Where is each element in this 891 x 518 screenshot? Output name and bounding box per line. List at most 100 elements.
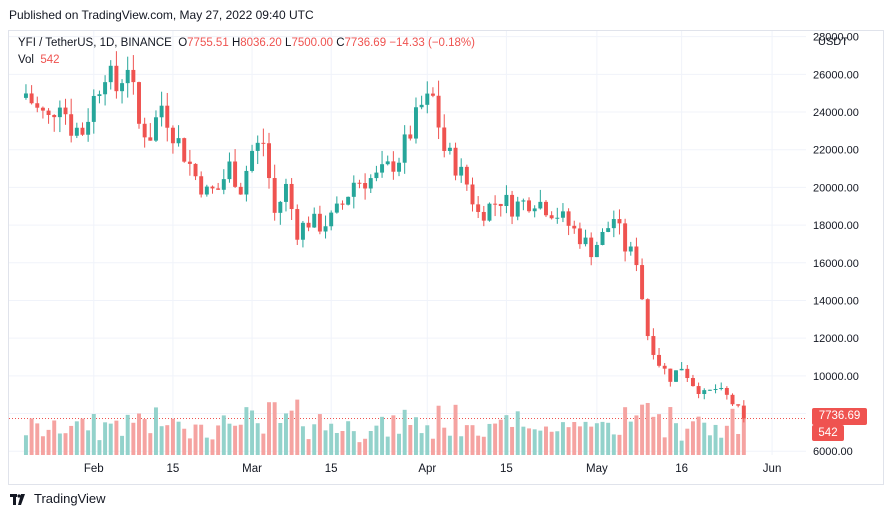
volume-bar: [40, 436, 45, 455]
volume-bar: [289, 410, 294, 455]
volume-bar: [170, 418, 175, 455]
volume-bar: [261, 433, 266, 455]
candle-body: [589, 237, 594, 258]
candle-body: [272, 178, 277, 213]
footer-brand[interactable]: TradingView: [10, 491, 106, 506]
volume-bar: [267, 402, 271, 455]
candle-body: [114, 65, 119, 92]
y-tick-label: 12000.00: [813, 333, 859, 345]
candle-body: [594, 244, 599, 258]
chart-frame: [8, 30, 884, 485]
legend-row-ohlc: YFI / TetherUS, 1D, BINANCE O7755.51 H80…: [18, 35, 475, 52]
volume-bar: [532, 429, 537, 455]
x-tick-label: Mar: [242, 463, 262, 475]
volume-bar: [724, 425, 729, 455]
volume-bar: [97, 440, 102, 455]
candle-body: [628, 246, 633, 252]
symbol-label[interactable]: YFI / TetherUS, 1D, BINANCE: [18, 37, 172, 49]
x-tick-label: Jun: [763, 463, 782, 475]
candle-body: [662, 365, 667, 369]
volume-bar: [685, 428, 690, 455]
volume-bar: [408, 425, 413, 455]
candle-layer: [23, 51, 746, 423]
candle-body: [306, 222, 311, 228]
volume-bar: [707, 435, 712, 455]
volume-bar: [91, 413, 96, 455]
x-tick-label: 15: [500, 463, 513, 475]
volume-bar: [283, 413, 288, 455]
candle-body: [634, 246, 639, 266]
candle-body: [430, 93, 435, 96]
last-price-tag: 7736.69: [812, 408, 867, 425]
volume-bar: [300, 426, 305, 455]
published-header: Published on TradingView.com, May 27, 20…: [9, 8, 314, 22]
volume-bar: [86, 430, 91, 455]
y-tick-label: 28000.00: [813, 32, 859, 44]
candle-body: [46, 110, 51, 115]
candle-body: [125, 69, 130, 84]
candle-body: [351, 182, 356, 197]
candle-body: [657, 354, 662, 366]
candle-body: [397, 162, 401, 172]
volume-bar: [594, 423, 599, 455]
volume-bar: [566, 427, 571, 455]
volume-value: 542: [40, 54, 60, 66]
volume-bar: [544, 426, 548, 455]
grid-layer: [9, 31, 806, 455]
volume-bar: [611, 434, 616, 455]
candle-body: [108, 65, 113, 83]
volume-bar: [131, 422, 136, 455]
candle-body: [250, 150, 255, 171]
volume-bar: [719, 437, 724, 455]
y-tick-label: 6000.00: [813, 446, 853, 458]
volume-bar: [29, 418, 34, 455]
candle-body: [40, 107, 45, 111]
candle-body: [57, 107, 62, 118]
candle-body: [679, 368, 684, 371]
volume-bar: [153, 407, 158, 455]
volume-bar: [419, 433, 424, 455]
candle-body: [464, 166, 469, 185]
candle-body: [453, 147, 458, 176]
volume-bar: [255, 423, 260, 455]
volume-bar: [645, 402, 650, 455]
volume-bar: [736, 433, 741, 455]
volume-bar: [63, 433, 68, 455]
volume-bar: [606, 422, 611, 455]
candle-body: [408, 134, 413, 139]
volume-bar: [617, 434, 622, 455]
volume-bar: [334, 432, 339, 455]
volume-bar: [108, 423, 113, 455]
candle-body: [600, 231, 605, 245]
candle-body: [52, 114, 57, 118]
volume-bar: [295, 399, 300, 455]
candle-body: [385, 161, 390, 165]
candle-body: [187, 161, 192, 164]
x-tick-label: May: [586, 463, 608, 475]
y-tick-label: 22000.00: [813, 145, 859, 157]
volume-bar: [35, 423, 40, 455]
candle-body: [510, 194, 515, 217]
candle-body: [148, 137, 153, 141]
candle-body: [640, 265, 645, 300]
high-label: H: [231, 37, 241, 49]
volume-bar: [397, 433, 401, 455]
candle-body: [29, 93, 34, 104]
volume-bar: [640, 404, 645, 455]
candle-body: [736, 404, 741, 406]
candle-body: [419, 104, 424, 108]
candle-body: [623, 223, 628, 252]
candle-body: [204, 186, 209, 195]
volume-bar: [510, 426, 515, 455]
volume-bar: [555, 431, 560, 455]
volume-bar: [312, 424, 317, 455]
legend-row-volume: Vol 542: [18, 52, 475, 69]
candle-body: [481, 211, 486, 221]
volume-bar: [651, 416, 656, 455]
volume-bar: [600, 421, 605, 455]
candle-body: [227, 161, 232, 180]
candle-body: [176, 138, 181, 144]
candle-body: [312, 213, 317, 228]
volume-bar: [436, 405, 441, 455]
